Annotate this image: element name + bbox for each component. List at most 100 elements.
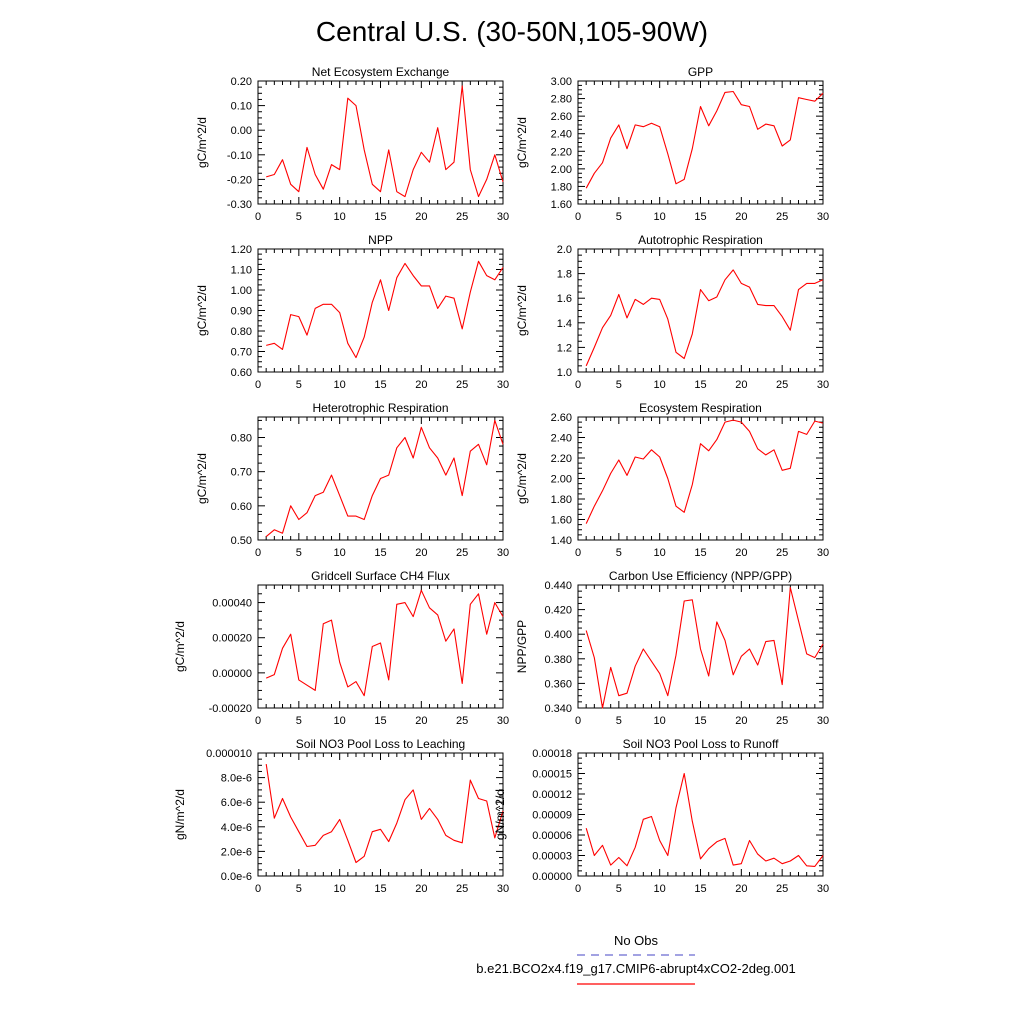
y-tick-label: 2.00 xyxy=(551,474,572,486)
x-tick-label: 20 xyxy=(415,715,427,727)
x-tick-label: 10 xyxy=(654,211,666,223)
x-tick-label: 5 xyxy=(616,547,622,559)
panel-title: Soil NO3 Pool Loss to Runoff xyxy=(623,737,780,751)
panel-8: 0 5 10 15 20 25 30 0.340 0.360 0.380 0.400 0.420 0.4… xyxy=(515,569,829,727)
x-tick-label: 20 xyxy=(735,883,747,895)
y-tick-label: 1.60 xyxy=(551,199,572,211)
y-tick-label: 0.60 xyxy=(231,501,252,513)
x-tick-label: 0 xyxy=(255,379,261,391)
y-axis-label: gC/m^2/d xyxy=(173,621,187,672)
y-tick-label: 1.80 xyxy=(551,181,572,193)
x-tick-label: 15 xyxy=(694,211,706,223)
y-tick-label: 0.70 xyxy=(231,347,252,359)
y-tick-label: 0.00009 xyxy=(532,810,572,822)
x-tick-label: 10 xyxy=(654,547,666,559)
x-tick-label: 25 xyxy=(776,379,788,391)
y-tick-label: 8.0e-6 xyxy=(221,773,252,785)
series-line xyxy=(265,764,504,864)
x-tick-label: 0 xyxy=(255,883,261,895)
x-tick-label: 5 xyxy=(296,715,302,727)
x-tick-label: 25 xyxy=(776,211,788,223)
y-tick-label: 0.00040 xyxy=(212,598,252,610)
panel-title: Heterotrophic Respiration xyxy=(312,401,448,415)
panel-title: Net Ecosystem Exchange xyxy=(312,65,450,79)
x-tick-label: 25 xyxy=(456,211,468,223)
x-tick-label: 0 xyxy=(575,883,581,895)
y-tick-label: 6.0e-6 xyxy=(221,797,252,809)
y-tick-label: -0.10 xyxy=(227,150,252,162)
panel-9: 0 5 10 15 20 25 30 0.0e-6 2.0e-6 4.0e-6 6.0e-6 8.0e… xyxy=(173,737,509,895)
x-tick-label: 0 xyxy=(575,715,581,727)
panel-4: 0 5 10 15 20 25 30 1.0 1.2 1.4 1.6 1.8 2.0 Autotrophi… xyxy=(515,233,829,391)
x-tick-label: 30 xyxy=(817,883,829,895)
y-tick-label: 0.00012 xyxy=(532,789,572,801)
panel-7: 0 5 10 15 20 25 30 -0.00020 0.00000 0.00020 0.0004… xyxy=(173,569,509,727)
y-tick-label: 0.00000 xyxy=(212,668,252,680)
y-tick-label: 2.40 xyxy=(551,433,572,445)
legend-case-label: b.e21.BCO2x4.f19_g17.CMIP6-abrupt4xCO2-2… xyxy=(476,961,795,976)
y-tick-label: 0.00015 xyxy=(532,769,572,781)
x-tick-label: 20 xyxy=(415,379,427,391)
y-tick-label: 1.2 xyxy=(557,342,572,354)
panel-3: 0 5 10 15 20 25 30 0.60 0.70 0.80 0.90 1.00 1.10 1.20… xyxy=(195,233,509,391)
x-tick-label: 15 xyxy=(694,547,706,559)
x-tick-label: 15 xyxy=(694,715,706,727)
y-tick-label: 1.4 xyxy=(557,318,572,330)
series-line xyxy=(585,90,824,189)
y-tick-label: 2.40 xyxy=(551,129,572,141)
y-axis-label: gC/m^2/d xyxy=(515,285,529,336)
x-tick-label: 10 xyxy=(334,715,346,727)
figure-title: Central U.S. (30-50N,105-90W) xyxy=(316,16,708,47)
y-tick-label: 0.00 xyxy=(231,125,252,137)
panel-10: 0 5 10 15 20 25 30 0.00000 0.00003 0.00006 0.00009… xyxy=(493,737,829,895)
y-tick-label: 0.60 xyxy=(231,367,252,379)
y-tick-label: 0.00003 xyxy=(532,851,572,863)
x-tick-label: 20 xyxy=(735,715,747,727)
y-axis-label: gC/m^2/d xyxy=(515,117,529,168)
y-tick-label: 3.00 xyxy=(551,76,572,88)
y-tick-label: 0.00000 xyxy=(532,871,572,883)
x-tick-label: 15 xyxy=(374,547,386,559)
x-tick-label: 5 xyxy=(616,379,622,391)
plot-frame xyxy=(577,248,824,373)
y-tick-label: 2.20 xyxy=(551,453,572,465)
x-tick-label: 5 xyxy=(616,211,622,223)
y-tick-label: 0.00006 xyxy=(532,830,572,842)
x-tick-label: 25 xyxy=(456,883,468,895)
x-tick-label: 25 xyxy=(456,379,468,391)
panel-title: Autotrophic Respiration xyxy=(638,233,763,247)
x-tick-label: 25 xyxy=(456,715,468,727)
x-tick-label: 30 xyxy=(497,883,509,895)
legend: No Obs b.e21.BCO2x4.f19_g17.CMIP6-abrupt… xyxy=(476,933,796,985)
y-tick-label: 1.60 xyxy=(551,515,572,527)
y-axis-label: gN/m^2/d xyxy=(493,789,507,840)
y-axis-label: gC/m^2/d xyxy=(195,453,209,504)
y-tick-label: 0.420 xyxy=(544,605,572,617)
x-tick-label: 25 xyxy=(776,883,788,895)
y-axis-label: gC/m^2/d xyxy=(195,117,209,168)
series-line xyxy=(265,589,504,697)
y-tick-label: 0.440 xyxy=(544,580,572,592)
y-tick-label: 0.00018 xyxy=(532,748,572,760)
x-tick-label: 5 xyxy=(296,379,302,391)
panel-1: 0 5 10 15 20 25 30 -0.30 -0.20 -0.10 0.00 0.10 0.20 N… xyxy=(195,65,509,223)
y-tick-label: -0.00020 xyxy=(209,703,252,715)
x-tick-label: 10 xyxy=(334,211,346,223)
y-tick-label: 1.6 xyxy=(557,293,572,305)
y-tick-label: 2.0 xyxy=(557,244,572,256)
y-tick-label: 2.80 xyxy=(551,94,572,106)
x-tick-label: 5 xyxy=(616,883,622,895)
x-tick-label: 30 xyxy=(817,547,829,559)
x-tick-label: 15 xyxy=(374,883,386,895)
y-tick-label: 0.000010 xyxy=(206,748,252,760)
y-tick-label: 1.80 xyxy=(551,494,572,506)
y-tick-label: 2.20 xyxy=(551,146,572,158)
y-tick-label: 0.00020 xyxy=(212,633,252,645)
panel-title: NPP xyxy=(368,233,393,247)
y-axis-label: gC/m^2/d xyxy=(515,453,529,504)
x-tick-label: 30 xyxy=(817,211,829,223)
y-tick-label: 2.60 xyxy=(551,111,572,123)
x-tick-label: 0 xyxy=(255,547,261,559)
x-tick-label: 30 xyxy=(497,379,509,391)
panel-2: 0 5 10 15 20 25 30 1.60 1.80 2.00 2.20 2.40 2.60 2.80… xyxy=(515,65,829,223)
